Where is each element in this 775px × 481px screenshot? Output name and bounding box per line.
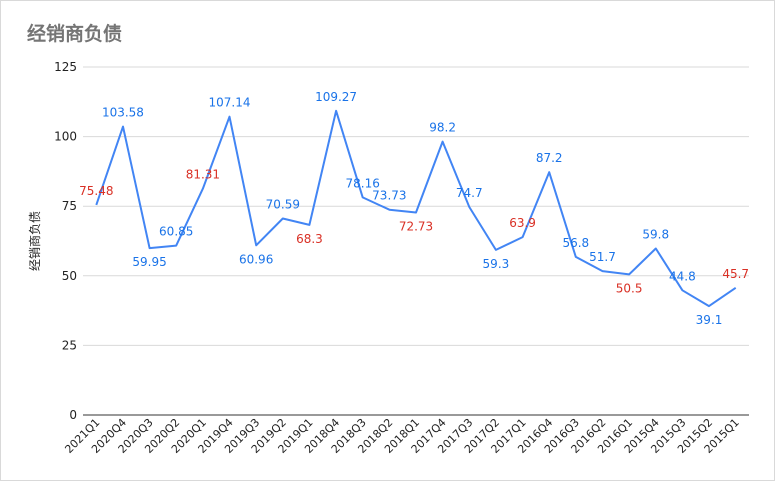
data-label: 39.1: [696, 313, 723, 327]
data-label: 60.85: [159, 225, 193, 239]
data-label: 60.96: [239, 252, 273, 266]
data-label: 109.27: [315, 90, 357, 104]
data-label: 75.48: [79, 184, 113, 198]
data-label: 59.3: [483, 257, 510, 271]
data-label: 73.73: [372, 189, 406, 203]
data-label: 70.59: [266, 197, 300, 211]
data-label: 56.8: [562, 236, 589, 250]
data-label: 51.7: [589, 250, 616, 264]
data-label: 103.58: [102, 106, 144, 120]
y-tick-label: 75: [62, 199, 77, 213]
y-tick-label: 125: [54, 60, 77, 74]
data-label: 98.2: [429, 121, 456, 135]
data-label: 50.5: [616, 281, 643, 295]
y-tick-label: 100: [54, 130, 77, 144]
data-label: 87.2: [536, 151, 563, 165]
data-label: 45.7: [722, 267, 749, 281]
y-tick-label: 25: [62, 338, 77, 352]
y-tick-label: 50: [62, 269, 77, 283]
data-label: 59.95: [132, 255, 166, 269]
data-label: 78.16: [346, 176, 380, 190]
y-axis-title: 经销商负债: [27, 211, 42, 271]
chart-title: 经销商负债: [27, 23, 123, 45]
data-label: 44.8: [669, 269, 696, 283]
data-label: 63.9: [509, 216, 536, 230]
data-label: 107.14: [209, 96, 251, 110]
data-label: 81.31: [186, 168, 220, 182]
y-tick-label: 0: [69, 408, 77, 422]
data-label: 72.73: [399, 220, 433, 234]
data-label: 68.3: [296, 232, 323, 246]
data-label: 59.8: [642, 228, 669, 242]
series-line: [95, 109, 737, 308]
data-label: 74.7: [456, 186, 483, 200]
